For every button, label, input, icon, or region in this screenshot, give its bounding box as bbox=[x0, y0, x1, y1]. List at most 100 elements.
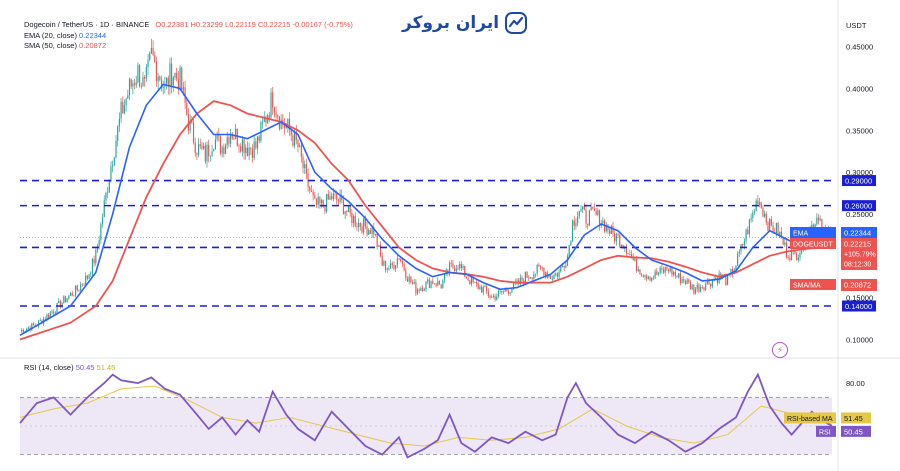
candle-body bbox=[607, 224, 609, 231]
candle-body bbox=[44, 318, 46, 320]
candle-body bbox=[598, 210, 601, 226]
candle-body bbox=[73, 295, 75, 297]
candle-body bbox=[570, 240, 572, 246]
candle-body bbox=[238, 145, 240, 147]
candle-body bbox=[678, 273, 680, 278]
candle-body bbox=[583, 206, 585, 210]
candle-body bbox=[464, 266, 466, 277]
candle-body bbox=[149, 53, 151, 60]
rsi-legend-label[interactable]: RSI (14, close) bbox=[24, 363, 74, 372]
candle-body bbox=[337, 199, 339, 202]
candle-body bbox=[223, 147, 225, 154]
candle-body bbox=[135, 82, 137, 85]
candle-body bbox=[142, 77, 144, 87]
candle-body bbox=[189, 120, 191, 131]
candle-body bbox=[474, 281, 476, 283]
candle-body bbox=[811, 224, 813, 229]
candle-body bbox=[659, 267, 661, 274]
candle-body bbox=[408, 276, 410, 282]
candle-body bbox=[373, 227, 375, 235]
symbol-title[interactable]: Dogecoin / TetherUS · 1D · BINANCE bbox=[24, 20, 150, 29]
candle-body bbox=[651, 277, 653, 281]
ema-legend-value: 0.22344 bbox=[79, 30, 107, 40]
candle-body bbox=[235, 128, 237, 139]
candle-body bbox=[666, 267, 668, 270]
sma-legend-label[interactable]: SMA (50, close) bbox=[24, 41, 77, 50]
candle-body bbox=[455, 268, 457, 272]
candle-body bbox=[69, 293, 72, 296]
candle-body bbox=[770, 219, 772, 226]
candle-body bbox=[344, 211, 346, 215]
candle-body bbox=[187, 114, 190, 131]
candle-body bbox=[689, 282, 692, 290]
candle-body bbox=[513, 282, 515, 289]
candle-body bbox=[582, 206, 584, 210]
candle-body bbox=[625, 247, 628, 254]
candle-body bbox=[506, 289, 508, 292]
candle-body bbox=[716, 277, 719, 284]
candle-body bbox=[521, 277, 523, 281]
candle-body bbox=[37, 320, 40, 327]
rsi-legend: RSI (14, close) 50.45 51.45 bbox=[24, 363, 115, 372]
candle-body bbox=[378, 245, 380, 247]
candle-body bbox=[794, 249, 796, 254]
candle-body bbox=[531, 277, 533, 279]
candle-body bbox=[647, 277, 649, 279]
candle-body bbox=[258, 136, 260, 141]
ema-legend-label[interactable]: EMA (20, close) bbox=[24, 30, 77, 40]
candle-body bbox=[782, 237, 784, 245]
candle-body bbox=[662, 269, 665, 273]
rsi-axis-tick: 80.00 bbox=[846, 379, 865, 388]
candle-body bbox=[204, 145, 206, 162]
candle-body bbox=[120, 101, 122, 119]
candle-body bbox=[671, 266, 673, 275]
candle-body bbox=[309, 187, 311, 191]
candle-body bbox=[326, 193, 328, 212]
quote-currency: USDT bbox=[846, 21, 867, 30]
candle-body bbox=[162, 87, 164, 89]
candle-body bbox=[617, 234, 619, 236]
candle-body bbox=[420, 287, 422, 291]
candle-body bbox=[312, 191, 314, 196]
candle-body bbox=[789, 257, 791, 260]
brand-watermark: ایران بروکر bbox=[402, 12, 528, 34]
candle-body bbox=[730, 269, 732, 274]
candle-body bbox=[821, 219, 823, 232]
candle-body bbox=[295, 131, 297, 141]
candle-body bbox=[405, 270, 407, 279]
ema-axis-name: EMA bbox=[793, 231, 809, 238]
candle-body bbox=[320, 199, 323, 204]
candle-body bbox=[769, 219, 771, 231]
candle-body bbox=[683, 279, 685, 282]
candle-body bbox=[459, 263, 461, 269]
candle-body bbox=[742, 244, 744, 246]
lightning-icon[interactable]: ⚡ bbox=[772, 342, 788, 358]
candle-body bbox=[314, 195, 316, 199]
candle-body bbox=[691, 285, 693, 290]
candle-body bbox=[356, 226, 358, 228]
candle-body bbox=[160, 79, 163, 88]
candle-body bbox=[551, 278, 553, 280]
candle-body bbox=[322, 199, 324, 207]
candle-body bbox=[764, 213, 766, 217]
candle-body bbox=[790, 250, 793, 260]
price-level-label: 0.14000 bbox=[845, 302, 872, 311]
candle-body bbox=[642, 275, 644, 277]
candle-body bbox=[639, 269, 641, 275]
candle-body bbox=[711, 280, 713, 287]
candle-body bbox=[83, 284, 85, 286]
candle-body bbox=[49, 312, 51, 318]
candle-body bbox=[799, 252, 801, 258]
candle-body bbox=[475, 281, 478, 284]
candle-body bbox=[59, 300, 62, 308]
rsi-value: 50.45 bbox=[844, 427, 863, 436]
candle-body bbox=[31, 323, 33, 331]
price-axis-tick: 0.35000 bbox=[846, 126, 873, 135]
rsi-ma-name: RSI-based MA bbox=[787, 416, 833, 423]
last-price-axis-name: DOGEUSDT bbox=[793, 242, 833, 249]
candle-body bbox=[304, 164, 306, 169]
candle-body bbox=[283, 125, 286, 129]
candle-body bbox=[750, 217, 752, 220]
candle-body bbox=[693, 285, 695, 294]
